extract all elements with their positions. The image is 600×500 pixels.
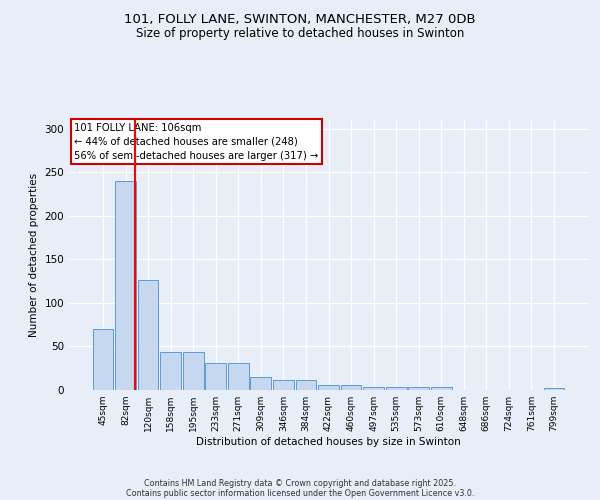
Bar — [115, 181, 136, 390]
Bar — [92, 329, 113, 390]
Bar — [183, 352, 203, 390]
Bar — [296, 380, 316, 390]
Bar — [205, 363, 226, 390]
Bar — [160, 352, 181, 390]
Bar — [273, 380, 294, 390]
Bar — [341, 385, 361, 390]
Text: Contains HM Land Registry data © Crown copyright and database right 2025.: Contains HM Land Registry data © Crown c… — [144, 478, 456, 488]
Text: Contains public sector information licensed under the Open Government Licence v3: Contains public sector information licen… — [126, 488, 474, 498]
Bar — [386, 386, 407, 390]
Bar — [409, 388, 429, 390]
Bar — [250, 377, 271, 390]
Bar — [544, 388, 565, 390]
Bar — [431, 388, 452, 390]
Bar — [137, 280, 158, 390]
X-axis label: Distribution of detached houses by size in Swinton: Distribution of detached houses by size … — [196, 437, 461, 447]
Bar — [363, 386, 384, 390]
Text: Size of property relative to detached houses in Swinton: Size of property relative to detached ho… — [136, 28, 464, 40]
Bar — [318, 385, 339, 390]
Y-axis label: Number of detached properties: Number of detached properties — [29, 173, 39, 337]
Text: 101, FOLLY LANE, SWINTON, MANCHESTER, M27 0DB: 101, FOLLY LANE, SWINTON, MANCHESTER, M2… — [124, 12, 476, 26]
Text: 101 FOLLY LANE: 106sqm
← 44% of detached houses are smaller (248)
56% of semi-de: 101 FOLLY LANE: 106sqm ← 44% of detached… — [74, 122, 319, 160]
Bar — [228, 363, 248, 390]
